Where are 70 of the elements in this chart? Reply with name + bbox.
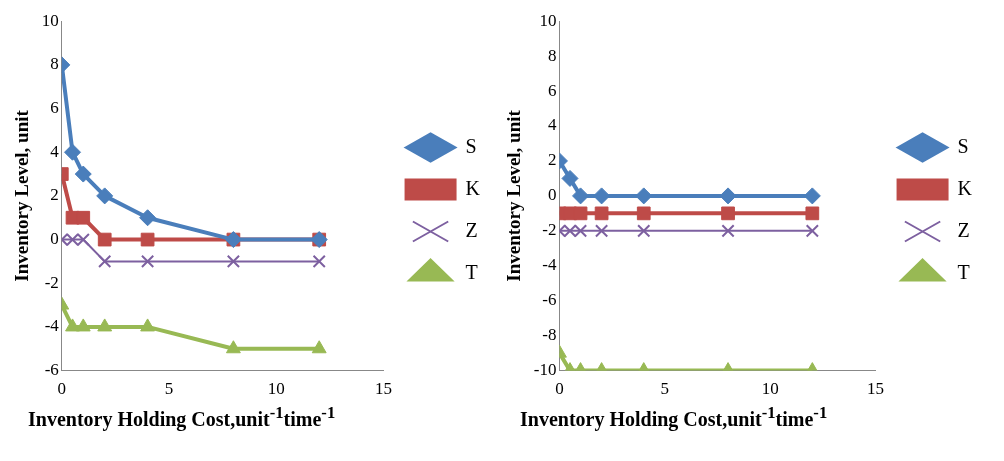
- point: [721, 224, 735, 238]
- point: [64, 143, 82, 161]
- point: [74, 165, 92, 183]
- point: [226, 254, 241, 269]
- point: [805, 224, 819, 238]
- legend-label: S: [957, 134, 969, 157]
- y-tick-label: 6: [547, 80, 557, 100]
- legend-label: Z: [465, 218, 478, 241]
- x-tick-label: 10: [267, 379, 285, 399]
- x-tick-label: 15: [375, 379, 393, 399]
- x-tick-label: 15: [867, 379, 885, 399]
- y-tick-label: 0: [547, 185, 557, 205]
- point: [65, 318, 80, 332]
- point: [721, 206, 735, 221]
- point: [637, 224, 651, 238]
- point: [636, 206, 651, 221]
- y-tick-label: 2: [50, 185, 59, 205]
- y-axis-title: Inventory Level, unit: [503, 109, 525, 282]
- y-tick-label: -2: [542, 220, 557, 240]
- point: [140, 254, 155, 269]
- point: [139, 209, 157, 227]
- legend-label: T: [465, 260, 478, 283]
- point: [76, 232, 90, 247]
- y-tick-label: -6: [44, 360, 59, 380]
- x-axis-title: Inventory Holding Cost,unit$^{-1}$time$^{-1}$: [519, 403, 829, 431]
- point: [97, 232, 112, 247]
- x-axis-title: Inventory Holding Cost,unit$^{-1}$time$^{-1}$: [27, 403, 337, 431]
- x-tick-label: 10: [761, 379, 779, 399]
- y-tick-label: -2: [44, 272, 59, 292]
- y-tick-label: 8: [50, 54, 59, 74]
- y-tick-label: 4: [547, 115, 557, 135]
- y-tick-label: 6: [50, 98, 59, 118]
- y-tick-label: 0: [50, 229, 59, 249]
- legend-label: S: [465, 134, 477, 157]
- point: [65, 232, 80, 247]
- y-tick-label: -10: [533, 360, 557, 380]
- point: [140, 232, 155, 247]
- point: [97, 318, 113, 332]
- point: [573, 224, 588, 238]
- x-tick-label: 5: [660, 379, 670, 399]
- point: [98, 254, 112, 269]
- y-tick-label: 10: [539, 10, 557, 30]
- point: [573, 206, 588, 221]
- point: [140, 318, 156, 332]
- y-tick-label: 2: [547, 150, 557, 170]
- legend-label: Z: [957, 218, 970, 241]
- y-tick-label: -4: [542, 255, 557, 275]
- point: [312, 254, 326, 269]
- y-axis-title: Inventory Level, unit: [11, 109, 33, 282]
- legend-label: T: [957, 260, 970, 283]
- point: [561, 169, 579, 187]
- point: [75, 318, 91, 332]
- y-tick-label: -6: [542, 290, 557, 310]
- point: [719, 187, 737, 205]
- y-tick-label: 4: [50, 141, 60, 161]
- point: [594, 224, 609, 238]
- point: [594, 206, 609, 221]
- y-tick-label: 10: [41, 10, 59, 30]
- point: [563, 224, 577, 238]
- y-tick-label: -4: [44, 316, 60, 336]
- point: [311, 340, 327, 354]
- legend-label: K: [465, 176, 481, 199]
- y-tick-label: -8: [542, 325, 557, 345]
- point: [76, 210, 91, 225]
- x-tick-label: 5: [164, 379, 174, 399]
- point: [96, 187, 114, 205]
- y-tick-label: 8: [547, 45, 557, 65]
- legend-label: K: [957, 176, 973, 199]
- point: [225, 340, 241, 354]
- point: [805, 206, 820, 221]
